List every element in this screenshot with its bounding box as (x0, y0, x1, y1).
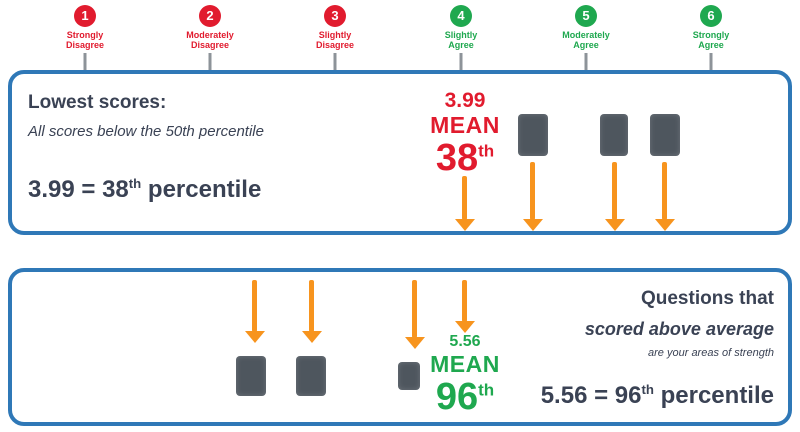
mean-value: 5.56 (449, 333, 481, 350)
scale-circle-3: 3 (324, 5, 346, 27)
down-arrow-icon (412, 280, 417, 338)
stat-percentile: 96 (614, 382, 642, 409)
stat-ordinal: th (641, 382, 654, 397)
mean-label: MEAN (430, 351, 500, 377)
down-arrow-icon (612, 162, 617, 220)
high-scores-stat: 5.56 = 96th percentile (541, 382, 774, 410)
scale-circle-4: 4 (450, 5, 472, 27)
down-arrow-icon (252, 280, 257, 332)
connector-line (208, 53, 212, 70)
low-scores-text: Lowest scores: All scores below the 50th… (28, 92, 368, 140)
scale-option-3: 3 Slightly Disagree (275, 0, 395, 70)
stat-unit: percentile (147, 176, 262, 203)
low-scores-subheading: All scores below the 50th percentile (28, 123, 264, 140)
down-arrow-icon (462, 176, 467, 220)
scale-option-5: 5 Moderately Agree (526, 0, 646, 70)
connector-line (709, 53, 713, 70)
connector-line (333, 53, 337, 70)
mean-value: 3.99 (444, 89, 486, 112)
scale-option-6: 6 Strongly Agree (651, 0, 771, 70)
scale-circle-2: 2 (199, 5, 221, 27)
scale-option-1: 1 Strongly Disagree (25, 0, 145, 70)
high-scores-heading: Questions that (640, 288, 774, 309)
scale-circle-5: 5 (575, 5, 597, 27)
scale-option-label: Slightly Agree (444, 30, 478, 50)
scale-circle-1: 1 (74, 5, 96, 27)
scale-option-4: 4 Slightly Agree (401, 0, 521, 70)
high-scores-note: are your areas of strength (648, 347, 774, 359)
stat-ordinal: th (128, 176, 142, 191)
down-arrow-icon (462, 280, 467, 322)
scale-option-label: Moderately Agree (562, 30, 610, 50)
scale-circle-6: 6 (700, 5, 722, 27)
high-mean-block: 5.56 MEAN 96th (415, 333, 515, 418)
scale-option-label: Moderately Disagree (186, 30, 234, 50)
low-scores-stat: 3.99 = 38th percentile (28, 176, 261, 204)
scale-option-label: Slightly Disagree (315, 30, 355, 50)
scale-option-2: 2 Moderately Disagree (150, 0, 270, 70)
stat-value: 5.56 (540, 382, 588, 409)
low-scores-heading: Lowest scores: (28, 92, 167, 113)
stat-percentile: 38 (102, 176, 129, 203)
connector-line (83, 53, 87, 70)
stat-unit: percentile (660, 382, 774, 409)
scale-option-label: Strongly Agree (692, 30, 730, 50)
mean-label: MEAN (430, 112, 500, 138)
score-tile-icon (398, 362, 420, 390)
high-scores-panel: 5.56 MEAN 96th Questions that scored abo… (8, 268, 792, 426)
connector-line (584, 53, 588, 70)
high-scores-subheading: scored above average (584, 319, 774, 339)
score-tile-icon (296, 356, 326, 396)
mean-percentile: 38th (435, 137, 495, 179)
down-arrow-icon (662, 162, 667, 220)
down-arrow-icon (530, 162, 535, 220)
stat-equals: = (594, 382, 609, 409)
score-tile-icon (236, 356, 266, 396)
mean-percentile: 96th (435, 376, 495, 418)
score-tile-icon (650, 114, 680, 156)
low-mean-block: 3.99 MEAN 38th (415, 90, 515, 177)
score-tile-icon (600, 114, 628, 156)
scale-option-label: Strongly Disagree (65, 30, 105, 50)
down-arrow-icon (309, 280, 314, 332)
high-scores-text: Questions that scored above average are … (444, 288, 774, 359)
low-scores-panel: Lowest scores: All scores below the 50th… (8, 70, 792, 235)
stat-value: 3.99 (28, 176, 75, 203)
score-tile-icon (518, 114, 548, 156)
connector-line (459, 53, 463, 70)
stat-equals: = (81, 176, 96, 203)
